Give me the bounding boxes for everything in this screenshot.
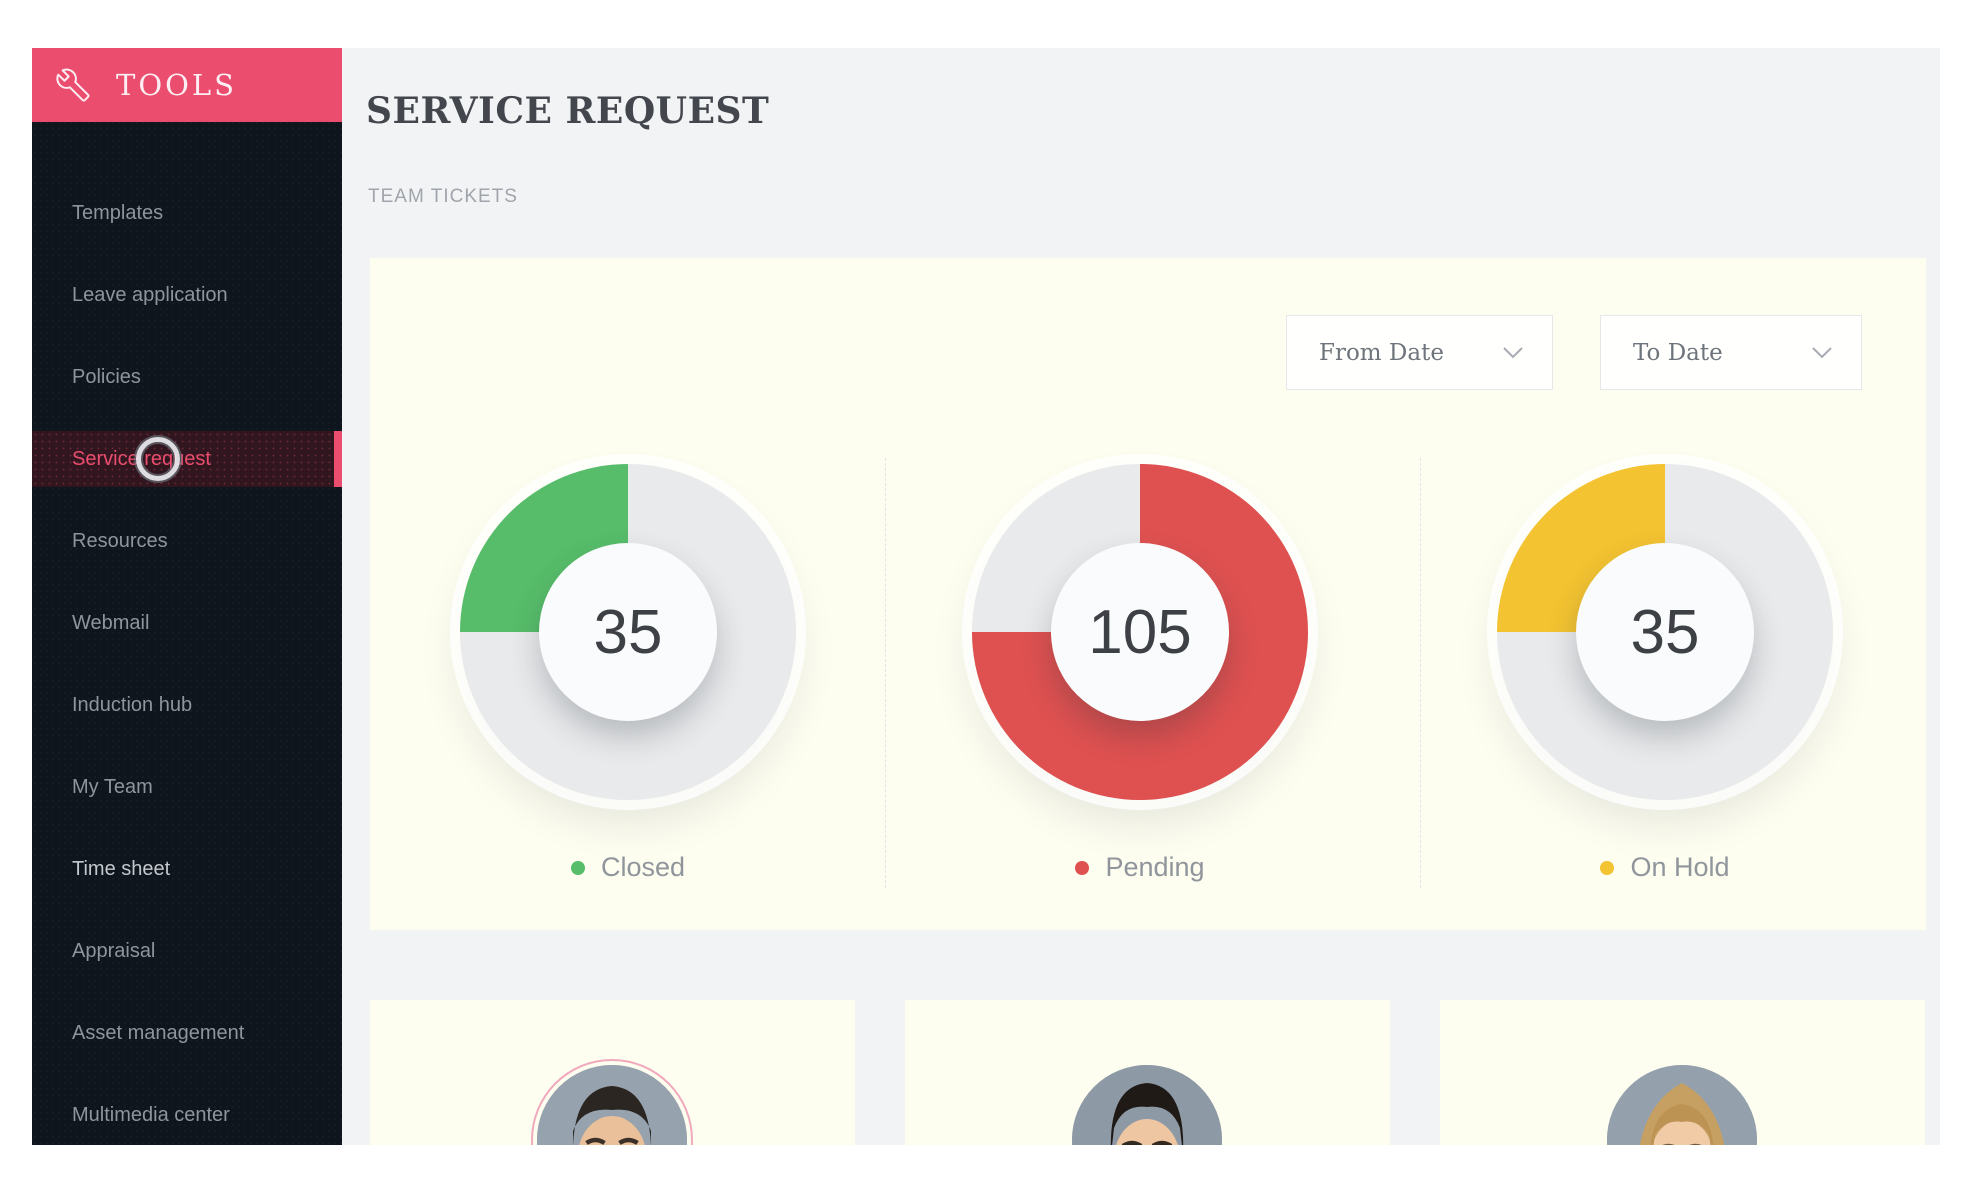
legend-pending: Pending [972, 852, 1308, 883]
sidebar-item-label: Templates [72, 201, 164, 224]
chevron-down-icon [1812, 346, 1832, 358]
panel-divider [1420, 458, 1421, 888]
closed-legend-label: Closed [600, 852, 686, 882]
on-hold-legend-dot [1600, 860, 1615, 875]
sidebar-item-appraisal[interactable]: Appraisal [32, 910, 342, 992]
from-date-label: From Date [1319, 339, 1444, 366]
donut-center: 105 [1051, 543, 1229, 721]
team-cards-row [370, 1000, 1926, 1145]
man-dark-hair-avatar[interactable] [537, 1065, 687, 1145]
sidebar-item-templates[interactable]: Templates [32, 172, 342, 254]
click-indicator [136, 437, 180, 481]
pending-legend-dot [1075, 860, 1090, 875]
sidebar-item-label: Leave application [72, 283, 228, 306]
sidebar-item-resources[interactable]: Resources [32, 500, 342, 582]
donut-chart-on-hold: 35 [1497, 464, 1833, 800]
sidebar-item-label: Induction hub [72, 693, 193, 716]
sidebar-header: TOOLS [32, 48, 342, 122]
on-hold-count: 35 [1630, 597, 1700, 667]
sidebar-item-policies[interactable]: Policies [32, 336, 342, 418]
legend-on-hold: On Hold [1497, 852, 1833, 883]
sidebar-item-label: My Team [72, 775, 153, 798]
sidebar-item-induction-hub[interactable]: Induction hub [32, 664, 342, 746]
pending-count: 105 [1088, 597, 1192, 667]
sidebar-item-label: Webmail [72, 611, 150, 634]
pending-legend-label: Pending [1105, 852, 1205, 882]
sidebar-item-my-team[interactable]: My Team [32, 746, 342, 828]
donut-chart-pending: 105 [972, 464, 1308, 800]
sidebar-item-label: Appraisal [72, 939, 156, 962]
sidebar-item-webmail[interactable]: Webmail [32, 582, 342, 664]
on-hold-legend-label: On Hold [1630, 852, 1730, 882]
sidebar-item-label: Resources [72, 529, 168, 552]
legend-closed: Closed [460, 852, 796, 883]
from-date-select[interactable]: From Date [1286, 315, 1553, 390]
woman-blonde-hair-avatar[interactable] [1607, 1065, 1757, 1145]
main-content: SERVICE REQUEST TEAM TICKETS From Date T… [342, 48, 1940, 1145]
active-item-accent-bar [334, 431, 342, 487]
team-member-card[interactable] [905, 1000, 1390, 1145]
sidebar-item-leave-application[interactable]: Leave application [32, 254, 342, 336]
donut-on-hold: 35 On Hold [1497, 464, 1833, 894]
sidebar-title: TOOLS [116, 68, 238, 102]
sidebar-item-multimedia-center[interactable]: Multimedia center [32, 1074, 342, 1156]
sidebar-item-label: Asset management [72, 1021, 245, 1044]
sidebar-item-asset-management[interactable]: Asset management [32, 992, 342, 1074]
sidebar: TOOLS Templates Leave application Polici… [32, 48, 342, 1145]
team-member-card[interactable] [1440, 1000, 1925, 1145]
section-subtitle: TEAM TICKETS [368, 186, 518, 207]
man-dark-hair-avatar[interactable] [1072, 1065, 1222, 1145]
sidebar-item-label: Policies [72, 365, 141, 388]
donut-pending: 105 Pending [972, 464, 1308, 894]
wrench-icon [56, 68, 90, 102]
app-window: TOOLS Templates Leave application Polici… [32, 48, 1940, 1145]
sidebar-item-label: Time sheet [72, 857, 171, 880]
sidebar-nav: Templates Leave application Policies Ser… [32, 172, 342, 1156]
sidebar-item-label: Multimedia center [72, 1103, 230, 1126]
sidebar-item-time-sheet[interactable]: Time sheet [32, 828, 342, 910]
donut-closed: 35 Closed [460, 464, 796, 894]
team-tickets-panel: From Date To Date 35 [370, 258, 1926, 930]
panel-divider [885, 458, 886, 888]
page-title: SERVICE REQUEST [366, 90, 770, 132]
to-date-select[interactable]: To Date [1600, 315, 1862, 390]
team-member-card[interactable] [370, 1000, 855, 1145]
donut-center: 35 [539, 543, 717, 721]
donut-center: 35 [1576, 543, 1754, 721]
donut-chart-closed: 35 [460, 464, 796, 800]
chevron-down-icon [1503, 346, 1523, 358]
closed-count: 35 [593, 597, 663, 667]
sidebar-item-service-request[interactable]: Service request [32, 431, 342, 487]
closed-legend-dot [570, 860, 585, 875]
to-date-label: To Date [1633, 339, 1723, 366]
